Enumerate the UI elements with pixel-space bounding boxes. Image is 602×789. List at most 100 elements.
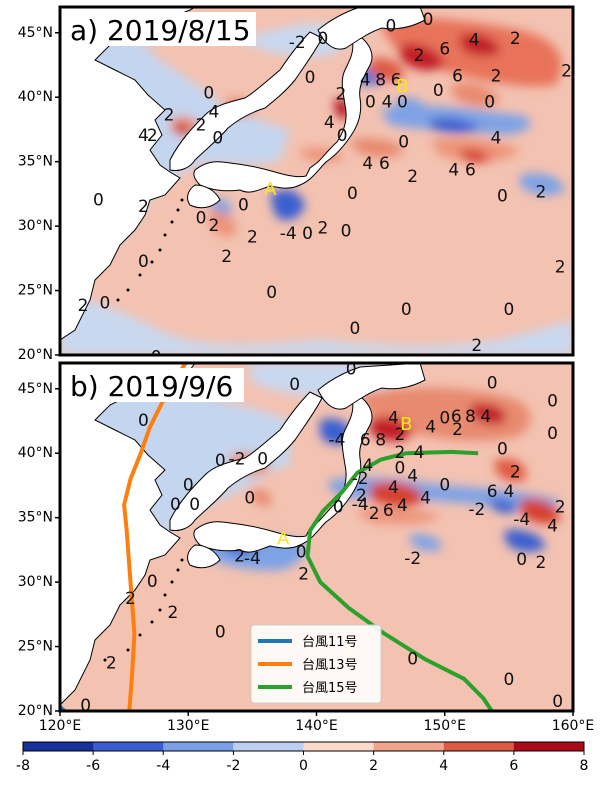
- contour-label: 0: [138, 411, 149, 431]
- legend-label-typhoon-13: 台風13号: [302, 658, 358, 673]
- contour-label: 0: [398, 132, 409, 152]
- colorbar-segment: [443, 742, 515, 751]
- contour-label: 0: [151, 348, 162, 368]
- contour-label: 4: [491, 128, 502, 148]
- contour-label: 2: [394, 443, 405, 463]
- contour-label: 0: [385, 16, 396, 36]
- contour-label: 0: [138, 252, 149, 272]
- contour-label: 0: [497, 186, 508, 206]
- contour-label: 4: [362, 154, 373, 174]
- colorbar-tick-label: -8: [16, 758, 30, 774]
- contour-label: 2: [78, 296, 89, 316]
- contour-label: 2: [536, 183, 547, 203]
- colorbar-segment: [513, 742, 585, 751]
- contour-label: 2: [555, 257, 566, 277]
- panel-b-title: b) 2019/9/6: [70, 370, 233, 403]
- contour-label: 6: [360, 430, 371, 450]
- contour-label: 2: [407, 167, 418, 187]
- contour-label: 2: [491, 67, 502, 87]
- contour-label: 0: [238, 195, 249, 215]
- contour-label: 0: [203, 83, 214, 103]
- contour-label: 0: [487, 374, 498, 394]
- x-tick-label: 140°E: [295, 718, 338, 734]
- contour-label: 0: [257, 450, 268, 470]
- marker-a: A: [277, 529, 290, 550]
- contour-label: 0: [423, 10, 434, 30]
- contour-label: 6: [452, 67, 463, 87]
- contour-label: 4: [382, 92, 393, 112]
- y-tick-label: 25°N: [18, 639, 53, 655]
- y-tick-label: 20°N: [18, 347, 53, 363]
- contour-label: 4: [208, 103, 219, 123]
- contour-label: 0: [337, 126, 348, 146]
- y-tick-label: 30°N: [18, 218, 53, 234]
- contour-label: 4: [547, 517, 558, 537]
- contour-label: 0: [183, 475, 194, 495]
- colorbar-segment: [163, 742, 234, 751]
- contour-label: 0: [433, 81, 444, 101]
- contour-label: 0: [147, 572, 158, 592]
- contour-label: 0: [350, 319, 361, 339]
- contour-label: 6: [439, 40, 450, 60]
- contour-label: 0: [80, 696, 91, 716]
- contour-label: 0: [401, 300, 412, 320]
- contour-label: 0: [439, 475, 450, 495]
- contour-label: 4: [469, 31, 480, 51]
- panel-a-islands: [116, 198, 184, 302]
- panel-a-markers: AB: [264, 76, 408, 200]
- contour-label: 4: [388, 478, 399, 498]
- contour-label: 4: [503, 482, 514, 502]
- colorbar: -8 -6 -4 -2 0 2 4 6 8: [16, 741, 589, 774]
- y-tick-label: 35°N: [18, 154, 53, 170]
- marker-a: A: [264, 179, 277, 200]
- y-tick-label: 45°N: [18, 25, 53, 41]
- contour-label: 0: [244, 488, 255, 508]
- x-tick-label: 120°E: [39, 718, 82, 734]
- contour-label: 2: [147, 126, 158, 146]
- contour-label: 0: [305, 68, 316, 88]
- contour-label: 0: [341, 221, 352, 241]
- contour-label: 2: [196, 116, 207, 136]
- contour-label: 2: [471, 336, 482, 356]
- contour-label: 4: [414, 443, 425, 463]
- contour-label: 0: [503, 300, 514, 320]
- contour-label: -2: [468, 500, 485, 520]
- contour-label: 0: [347, 184, 358, 204]
- contour-label: 2: [335, 85, 346, 105]
- colorbar-tick-label: -4: [156, 758, 170, 774]
- panel-b-typhoon-tracks: [60, 363, 495, 711]
- panel-b-x-ticks: 120°E 130°E 140°E 150°E 160°E: [39, 711, 594, 734]
- contour-label: -2: [289, 33, 306, 53]
- contour-label: 4: [397, 496, 408, 516]
- panel-b-islands: [103, 558, 184, 662]
- typhoon-track-3: [305, 449, 495, 711]
- marker-b: B: [400, 414, 412, 435]
- contour-label: 8: [375, 70, 386, 90]
- contour-label: 0: [212, 128, 223, 148]
- panel-b-legend: 台風11号 台風13号 台風15号: [250, 624, 382, 704]
- contour-label: -4: [513, 510, 530, 530]
- contour-label: 0: [296, 542, 307, 562]
- contour-label: 2: [536, 553, 547, 573]
- contour-label: 0: [215, 451, 226, 471]
- panel-a-land: [60, 7, 426, 341]
- contour-label: 2: [247, 228, 258, 248]
- contour-label: 0: [93, 190, 104, 210]
- colorbar-tick-label: 6: [509, 758, 518, 774]
- colorbar-segment: [23, 742, 94, 751]
- colorbar-segment: [373, 742, 445, 751]
- contour-label: 6: [383, 501, 394, 521]
- contour-label: 2: [414, 46, 425, 66]
- colorbar-tick-label: 4: [439, 758, 448, 774]
- contour-label: -4: [244, 549, 261, 569]
- colorbar-tick-label: 8: [580, 758, 589, 774]
- contour-label: 0: [346, 359, 357, 379]
- contour-label: -2: [404, 549, 421, 569]
- contour-label: 0: [503, 670, 514, 690]
- legend-label-typhoon-11: 台風11号: [302, 635, 358, 650]
- marker-b: B: [396, 76, 408, 97]
- contour-label: 0: [289, 375, 300, 395]
